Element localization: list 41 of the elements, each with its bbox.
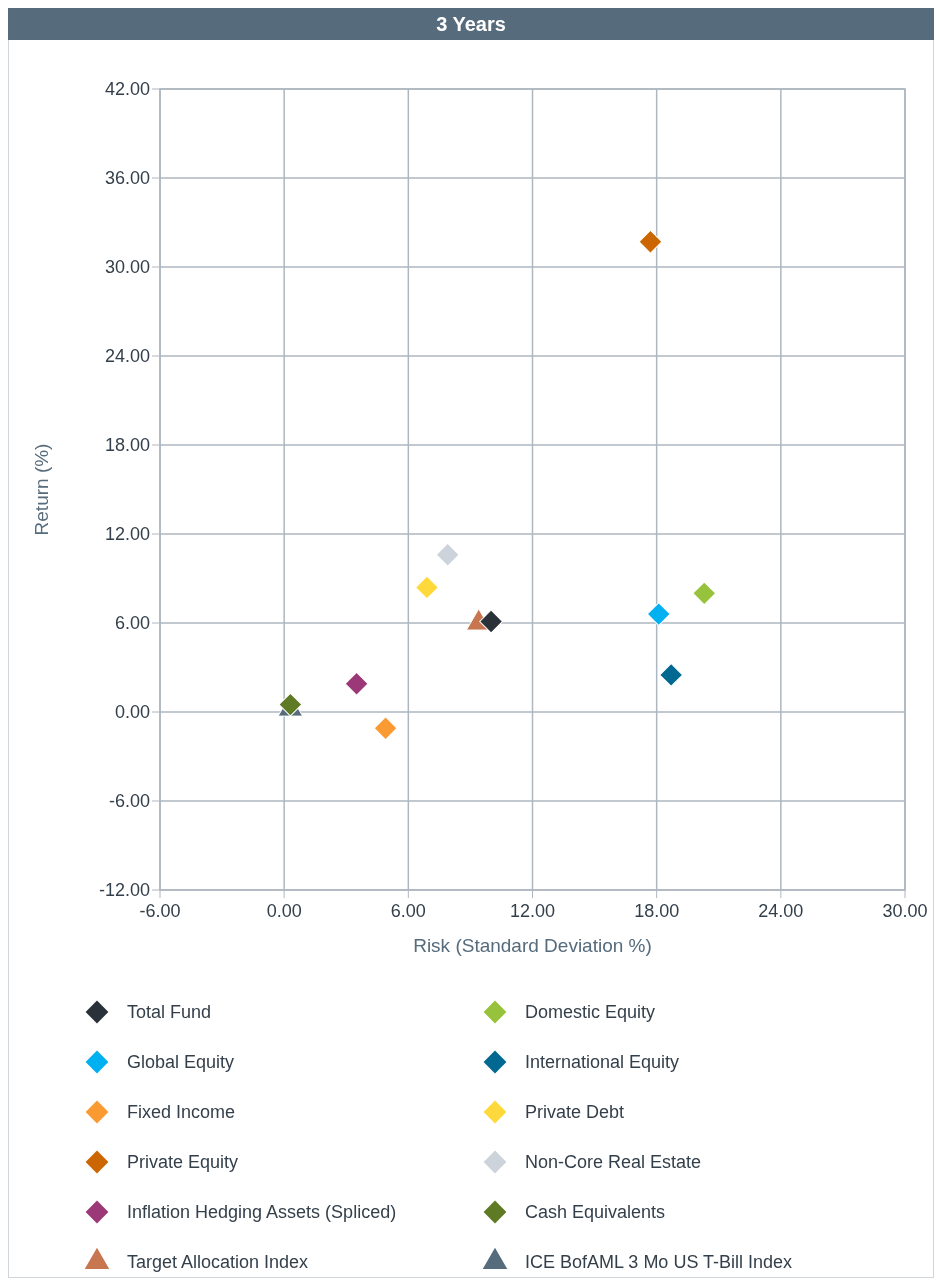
point: [415, 575, 439, 600]
x-tick-label: 0.00: [266, 901, 302, 921]
legend-label: Cash Equivalents: [525, 1202, 666, 1222]
y-tick-label: 18.00: [104, 435, 150, 455]
x-axis-title: Risk (Standard Deviation %): [413, 935, 652, 956]
x-tick-label: 30.00: [882, 901, 928, 921]
y-tick-label: 0.00: [114, 702, 150, 722]
legend-label: Target Allocation Index: [127, 1252, 309, 1272]
y-axis-title: Return (%): [31, 443, 52, 536]
legend-label: Total Fund: [127, 1002, 212, 1022]
y-tick-label: 36.00: [104, 168, 150, 188]
x-tick-label: 18.00: [634, 901, 680, 921]
point: [692, 581, 717, 606]
point: [638, 229, 663, 254]
legend-label: Non-Core Real Estate: [525, 1152, 702, 1172]
y-tick-label: 42.00: [104, 79, 150, 99]
legend-label: ICE BofAML 3 Mo US T-Bill Index: [525, 1252, 793, 1272]
y-tick-label: 30.00: [104, 257, 150, 277]
point: [646, 602, 671, 626]
y-tick-label: 12.00: [104, 524, 150, 544]
legend-label: International Equity: [525, 1052, 680, 1072]
legend-label: Inflation Hedging Assets (Spliced): [127, 1202, 397, 1222]
x-tick-label: 24.00: [758, 901, 804, 921]
point: [373, 716, 398, 741]
point: [659, 663, 684, 687]
y-tick-label: 6.00: [114, 613, 150, 633]
point: [479, 609, 504, 634]
y-tick-label: -6.00: [108, 791, 150, 811]
legend-label: Fixed Income: [127, 1102, 236, 1122]
y-tick-label: -12.00: [98, 880, 150, 900]
point: [344, 671, 369, 696]
x-tick-label: 12.00: [509, 901, 556, 921]
point: [435, 542, 460, 567]
legend-label: Global Equity: [127, 1052, 235, 1072]
x-tick-label: -6.00: [139, 901, 181, 921]
legend-label: Domestic Equity: [525, 1002, 656, 1022]
x-tick-label: 6.00: [390, 901, 426, 921]
y-tick-label: 24.00: [104, 346, 150, 366]
legend-label: Private Debt: [525, 1102, 625, 1122]
chart-title: 3 Years: [436, 13, 506, 35]
legend-label: Private Equity: [127, 1152, 239, 1172]
